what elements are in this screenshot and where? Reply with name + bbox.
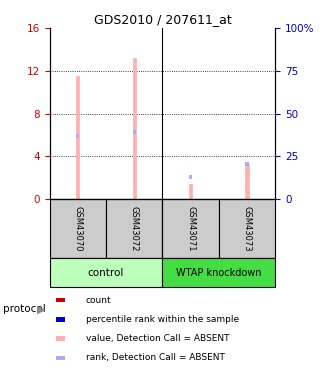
Text: WTAP knockdown: WTAP knockdown	[176, 268, 261, 278]
Text: percentile rank within the sample: percentile rank within the sample	[86, 315, 239, 324]
Bar	[219, 199, 275, 258]
Bar	[245, 162, 249, 166]
Bar	[76, 134, 79, 138]
Title: GDS2010 / 207611_at: GDS2010 / 207611_at	[93, 13, 231, 26]
Bar	[162, 199, 219, 258]
Text: value, Detection Call = ABSENT: value, Detection Call = ABSENT	[86, 334, 229, 343]
Bar	[245, 164, 249, 199]
Bar	[50, 258, 162, 287]
Bar	[132, 58, 136, 199]
Bar	[189, 175, 192, 178]
Bar	[162, 258, 275, 287]
Bar	[50, 199, 106, 258]
Bar	[56, 298, 65, 302]
Text: control: control	[88, 268, 124, 278]
Text: GSM43070: GSM43070	[73, 206, 82, 251]
Text: GSM43072: GSM43072	[130, 206, 139, 251]
Text: rank, Detection Call = ABSENT: rank, Detection Call = ABSENT	[86, 353, 225, 362]
Bar	[189, 184, 192, 199]
Text: GSM43071: GSM43071	[186, 206, 195, 251]
Bar	[56, 356, 65, 360]
Bar	[106, 199, 163, 258]
Text: GSM43073: GSM43073	[243, 206, 252, 251]
Bar	[56, 317, 65, 322]
Text: protocol: protocol	[3, 304, 46, 314]
Text: count: count	[86, 296, 111, 304]
Bar	[132, 130, 136, 134]
Bar	[56, 336, 65, 341]
Bar	[76, 76, 79, 199]
Text: ▶: ▶	[37, 304, 45, 314]
